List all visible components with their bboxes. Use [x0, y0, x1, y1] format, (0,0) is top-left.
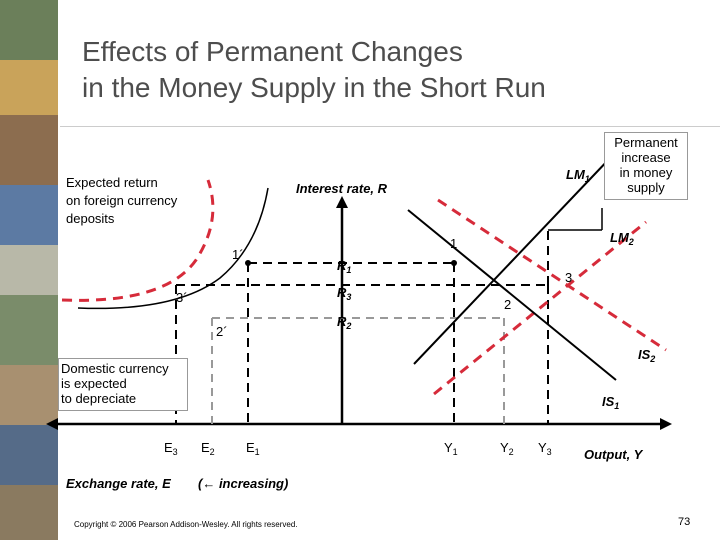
is2-curve	[437, 198, 667, 352]
expected-return-label: Expected return on foreign currency depo…	[66, 175, 178, 226]
point-2-label: 2	[504, 297, 512, 312]
e3-label: E3	[164, 440, 178, 457]
point-3-label: 3	[565, 270, 573, 285]
increasing-label: (← increasing)	[198, 476, 289, 491]
e2-label: E2	[201, 440, 215, 457]
slide-title: Effects of Permanent Changes in the Mone…	[82, 34, 682, 106]
e1-label: E1	[246, 440, 260, 457]
permanent-increase-box: Permanent increase in money supply	[604, 132, 688, 200]
lm2-curve	[433, 220, 647, 396]
r2-label: R2	[337, 314, 352, 331]
lm2-label: LM2	[610, 230, 634, 247]
y1-label: Y1	[444, 440, 458, 457]
r1-label: R1	[337, 258, 352, 275]
is2-label: IS2	[638, 347, 656, 364]
is1-curve	[407, 209, 617, 381]
equilibrium-point-1p	[245, 260, 251, 266]
y2-label: Y2	[500, 440, 514, 457]
point-3p-label: 3´	[176, 290, 188, 305]
page-number: 73	[678, 516, 691, 528]
interest-rate-label: Interest rate, R	[296, 181, 388, 196]
lm1-label: LM1	[566, 167, 590, 184]
title-divider	[60, 126, 720, 127]
copyright-footer: Copyright © 2006 Pearson Addison-Wesley.…	[74, 520, 298, 529]
r3-label: R3	[337, 285, 352, 302]
expected-return-curve-shifted	[61, 179, 215, 302]
exchange-rate-label: Exchange rate, E	[66, 476, 171, 491]
horizontal-axis-arrow-left	[46, 418, 58, 430]
title-line-2: in the Money Supply in the Short Run	[82, 72, 546, 103]
y3-label: Y3	[538, 440, 552, 457]
domestic-depreciation-box: Domestic currency is expected to depreci…	[58, 358, 188, 411]
lm1-curve	[413, 155, 613, 365]
is1-label: IS1	[602, 394, 620, 411]
decorative-sidebar	[0, 0, 58, 540]
vertical-axis-arrow	[336, 196, 348, 208]
output-label: Output, Y	[584, 447, 643, 462]
title-line-1: Effects of Permanent Changes	[82, 36, 463, 67]
equilibrium-point-1	[451, 260, 457, 266]
point-1-label: 1	[450, 236, 458, 251]
expected-return-curve-solid	[77, 187, 269, 310]
point-1p-label: 1´	[232, 247, 244, 262]
point-2p-label: 2´	[216, 324, 228, 339]
horizontal-axis-arrow-right	[660, 418, 672, 430]
